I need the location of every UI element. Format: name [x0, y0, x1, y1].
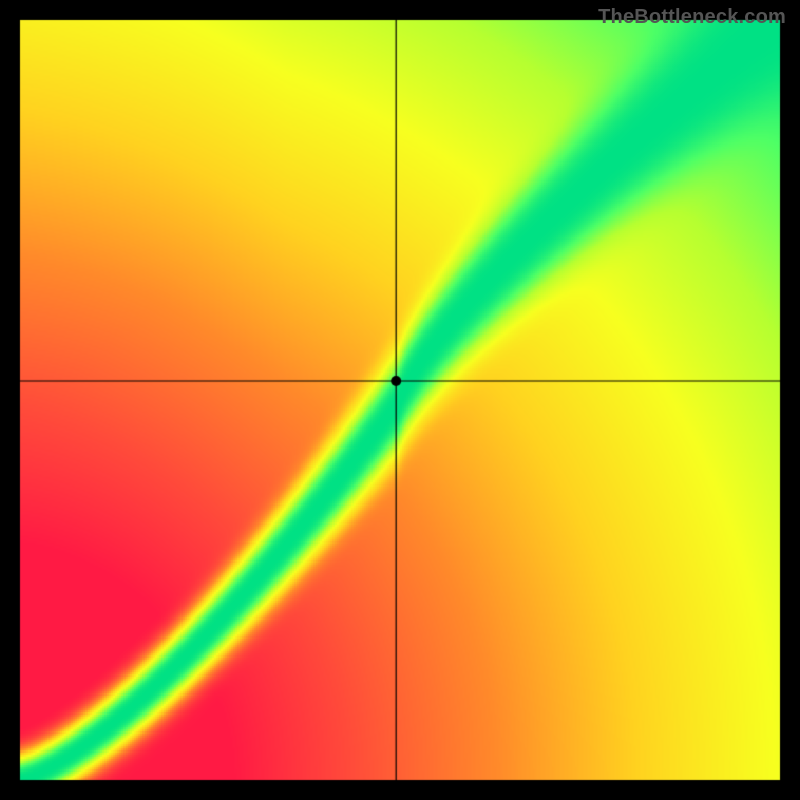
bottleneck-heatmap-canvas [0, 0, 800, 800]
watermark-text: TheBottleneck.com [598, 6, 786, 29]
bottleneck-heatmap-container: TheBottleneck.com [0, 0, 800, 800]
